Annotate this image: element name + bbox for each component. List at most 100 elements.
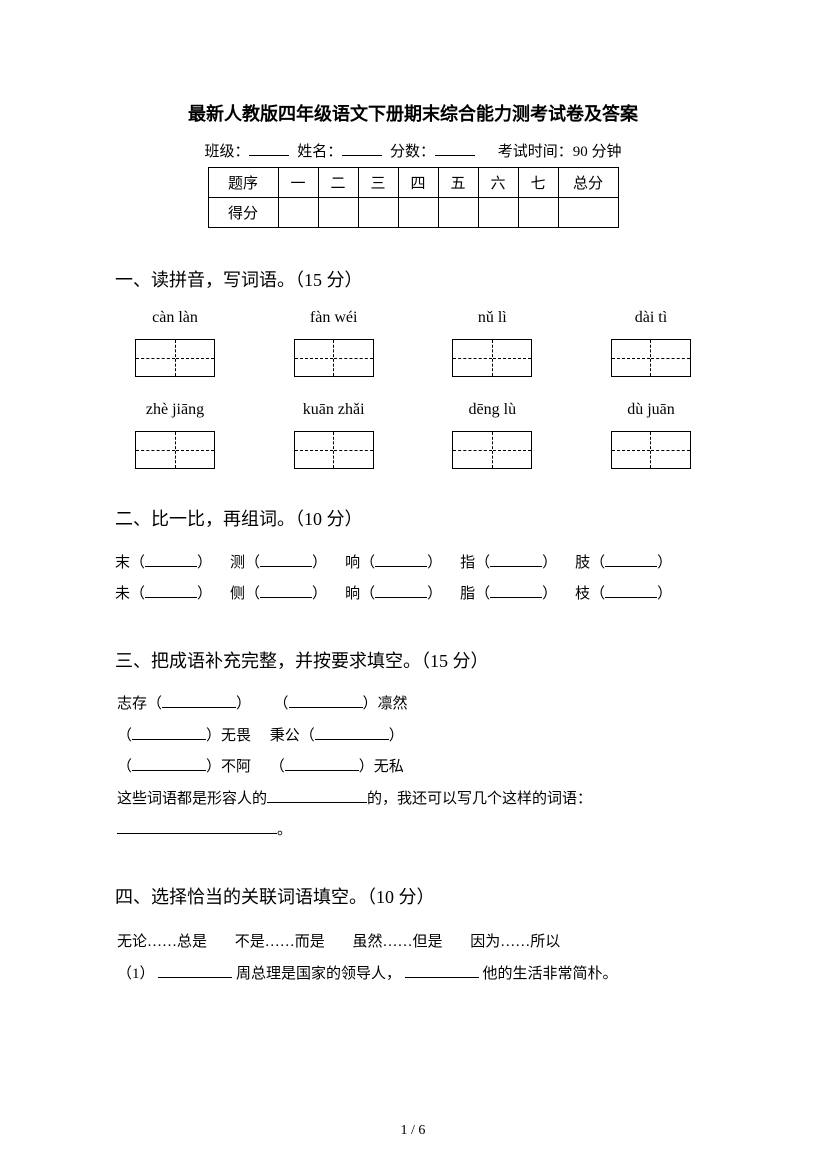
score-header-cell: 二 xyxy=(318,168,358,198)
q3-blank-extra[interactable] xyxy=(117,819,277,834)
pinyin-text: fàn wéi xyxy=(274,309,394,327)
score-cell[interactable] xyxy=(398,198,438,228)
q2-blank[interactable] xyxy=(605,583,657,598)
section-2: 二、比一比，再组词。（10 分） 末（）测（）响（）指（）肢（）未（）侧（）晌（… xyxy=(115,505,711,611)
q3-blank-2[interactable] xyxy=(132,725,206,740)
page-footer: 1 / 6 xyxy=(0,1123,826,1139)
score-header-cell: 六 xyxy=(478,168,518,198)
q2-blank[interactable] xyxy=(145,583,197,598)
q4-blank-1b[interactable] xyxy=(405,963,479,978)
char-box[interactable] xyxy=(452,431,532,469)
q2-blank[interactable] xyxy=(375,583,427,598)
char-box[interactable] xyxy=(135,431,215,469)
pinyin-text: kuān zhǎi xyxy=(274,401,394,419)
pinyin-text: dēng lù xyxy=(432,401,552,419)
q4-opt-1: 不是……而是 xyxy=(235,934,325,950)
q3-line1: 志存（） （）凛然 xyxy=(115,689,711,721)
q2-char: 枝（ xyxy=(575,579,605,611)
class-blank[interactable] xyxy=(249,155,289,156)
q2-char: 侧（ xyxy=(230,579,260,611)
score-header-cell: 五 xyxy=(438,168,478,198)
q4-1c: 他的生活非常简朴。 xyxy=(483,966,618,982)
score-header-cell: 四 xyxy=(398,168,438,198)
score-cell[interactable] xyxy=(478,198,518,228)
q3-i2-post: ）无畏 xyxy=(206,728,251,744)
q2-close: ） xyxy=(427,548,442,580)
score-cell[interactable] xyxy=(438,198,478,228)
score-row-label: 得分 xyxy=(208,198,278,228)
score-blank[interactable] xyxy=(435,155,475,156)
q2-blank[interactable] xyxy=(490,583,542,598)
q2-close: ） xyxy=(657,579,672,611)
q2-close: ） xyxy=(197,579,212,611)
q3-blank-cat[interactable] xyxy=(267,788,367,803)
q4-1a: （1） xyxy=(117,966,155,982)
exam-time: 考试时间：90 分钟 xyxy=(498,144,622,160)
score-header-cell: 题序 xyxy=(208,168,278,198)
q4-item-1: （1） 周总理是国家的领导人， 他的生活非常简朴。 xyxy=(115,959,711,991)
q3-sentence: 这些词语都是形容人的 的，我还可以写几个这样的词语： xyxy=(115,784,711,816)
q3-i4-pre: （ xyxy=(117,759,132,775)
q2-char: 脂（ xyxy=(460,579,490,611)
q1-heading: 一、读拼音，写词语。（15 分） xyxy=(115,266,711,295)
score-cell[interactable] xyxy=(318,198,358,228)
q2-blank[interactable] xyxy=(260,583,312,598)
q3-blank-1[interactable] xyxy=(289,693,363,708)
q3-heading: 三、把成语补充完整，并按要求填空。（15 分） xyxy=(115,647,711,676)
q2-char: 末（ xyxy=(115,548,145,580)
score-cell[interactable] xyxy=(558,198,618,228)
q4-1b: 周总理是国家的领导人， xyxy=(236,966,401,982)
q2-blank[interactable] xyxy=(145,552,197,567)
q3-blank-3[interactable] xyxy=(315,725,389,740)
q3-i1-post: ）凛然 xyxy=(363,696,408,712)
section-1: 一、读拼音，写词语。（15 分） càn làn fàn wéi nǔ lì dài … xyxy=(115,266,711,469)
q3-i5-pre: （ xyxy=(270,759,285,775)
q3-i3-post: ） xyxy=(389,728,404,744)
q3-i1-pre: （ xyxy=(274,696,289,712)
q3-blank-5[interactable] xyxy=(285,756,359,771)
q3-sent-a: 这些词语都是形容人的 xyxy=(117,791,267,807)
q3-i3-pre: 秉公（ xyxy=(270,728,315,744)
q2-char: 指（ xyxy=(460,548,490,580)
q3-sent-b: 的，我还可以写几个这样的词语： xyxy=(367,791,592,807)
char-box[interactable] xyxy=(611,339,691,377)
q2-blank[interactable] xyxy=(490,552,542,567)
char-box[interactable] xyxy=(611,431,691,469)
score-cell[interactable] xyxy=(278,198,318,228)
score-cell[interactable] xyxy=(358,198,398,228)
q3-blank-0[interactable] xyxy=(162,693,236,708)
pinyin-text: dài tì xyxy=(591,309,711,327)
q3-final: 。 xyxy=(115,815,711,847)
score-header-cell: 总分 xyxy=(558,168,618,198)
q2-close: ） xyxy=(197,548,212,580)
pinyin-text: zhè jiāng xyxy=(115,401,235,419)
q3-period: 。 xyxy=(277,822,292,838)
q2-char: 未（ xyxy=(115,579,145,611)
q4-heading: 四、选择恰当的关联词语填空。（10 分） xyxy=(115,883,711,912)
q3-i5-post: ）无私 xyxy=(359,759,404,775)
q3-i2-pre: （ xyxy=(117,728,132,744)
pinyin-text: càn làn xyxy=(115,309,235,327)
q2-blank[interactable] xyxy=(605,552,657,567)
q2-blank[interactable] xyxy=(375,552,427,567)
char-box[interactable] xyxy=(452,339,532,377)
score-table: 题序一二三四五六七总分 得分 xyxy=(208,167,619,228)
q3-i0-post: ） xyxy=(236,696,251,712)
pinyin-text: dù juān xyxy=(591,401,711,419)
q2-blank[interactable] xyxy=(260,552,312,567)
q4-options: 无论……总是 不是……而是 虽然……但是 因为……所以 xyxy=(115,926,711,959)
q2-close: ） xyxy=(427,579,442,611)
q3-blank-4[interactable] xyxy=(132,756,206,771)
char-box[interactable] xyxy=(294,339,374,377)
q2-char: 晌（ xyxy=(345,579,375,611)
score-cell[interactable] xyxy=(518,198,558,228)
q2-close: ） xyxy=(657,548,672,580)
q2-close: ） xyxy=(312,548,327,580)
pinyin-text: nǔ lì xyxy=(432,309,552,327)
q2-char: 响（ xyxy=(345,548,375,580)
char-box[interactable] xyxy=(294,431,374,469)
q4-blank-1a[interactable] xyxy=(158,963,232,978)
char-box[interactable] xyxy=(135,339,215,377)
q3-line3: （）不阿 （）无私 xyxy=(115,752,711,784)
name-blank[interactable] xyxy=(342,155,382,156)
